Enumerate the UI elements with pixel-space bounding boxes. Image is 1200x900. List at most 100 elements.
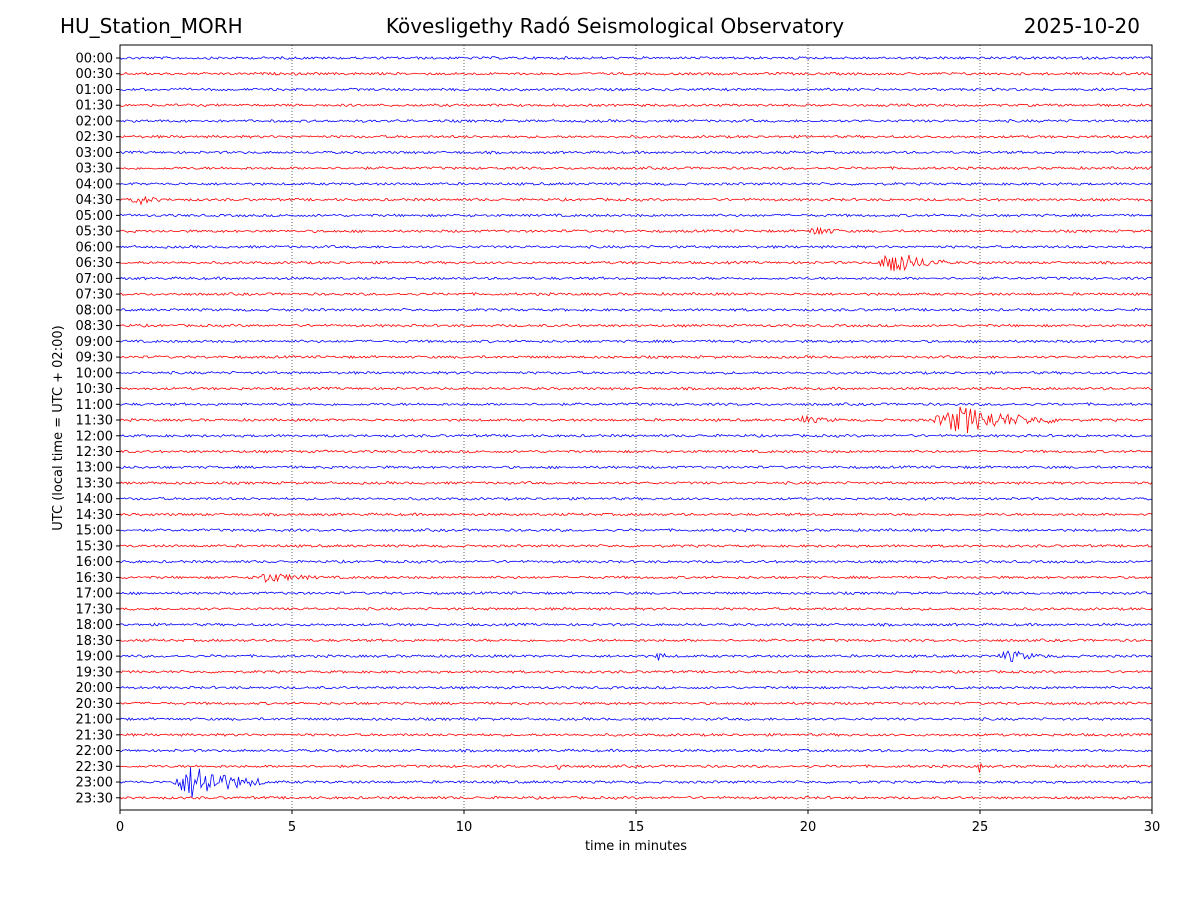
trace-line-1000	[119, 370, 1153, 375]
y-tick-label: 07:00	[76, 272, 113, 287]
trace-line-1130	[119, 406, 1153, 434]
y-tick-label: 16:30	[76, 571, 113, 586]
grid-lines	[291, 45, 981, 810]
trace-line-2130	[119, 732, 1153, 737]
trace-line-0700	[119, 276, 1153, 281]
y-tick-label: 13:30	[76, 476, 113, 491]
y-tick-label: 02:30	[76, 130, 113, 145]
y-tick-label: 18:00	[76, 618, 113, 633]
y-tick-label: 12:30	[76, 445, 113, 460]
trace-line-0530	[119, 226, 1153, 235]
x-axis-label: time in minutes	[585, 839, 687, 854]
y-axis-label: UTC (local time = UTC + 02:00)	[51, 325, 66, 530]
y-tick-label: 08:00	[76, 303, 113, 318]
y-tick-label: 10:00	[76, 366, 113, 381]
y-tick-label: 11:30	[76, 414, 113, 429]
y-tick-label: 09:30	[76, 351, 113, 366]
x-ticks: 0 5 10 15 20 25 30	[116, 810, 1160, 835]
y-tick-label: 04:00	[76, 177, 113, 192]
x-tick-label: 30	[1144, 820, 1161, 835]
trace-line-1030	[119, 386, 1152, 391]
trace-line-0100	[119, 87, 1153, 92]
y-tick-label: 15:00	[76, 524, 113, 539]
trace-line-0030	[119, 71, 1153, 76]
y-tick-label: 20:00	[76, 681, 113, 696]
trace-line-0130	[119, 103, 1153, 108]
trace-line-1600	[119, 559, 1153, 564]
y-tick-label: 14:30	[76, 508, 113, 523]
trace-line-0230	[119, 134, 1153, 139]
y-tick-label: 22:00	[76, 744, 113, 759]
y-tick-label: 20:30	[76, 697, 113, 712]
y-tick-label: 19:00	[76, 650, 113, 665]
x-tick-label: 15	[628, 820, 645, 835]
y-tick-label: 18:30	[76, 634, 113, 649]
trace-line-0600	[119, 244, 1153, 249]
trace-line-1400	[119, 496, 1153, 501]
station-label: HU_Station_MORH	[60, 14, 243, 38]
y-tick-label: 04:30	[76, 193, 113, 208]
y-ticks: 00:0000:3001:0001:3002:0002:3003:0003:30…	[76, 52, 120, 806]
trace-line-2100	[119, 717, 1153, 722]
y-tick-label: 21:30	[76, 728, 113, 743]
trace-line-1730	[119, 606, 1153, 611]
trace-line-0330	[119, 166, 1153, 171]
y-tick-label: 19:30	[76, 665, 113, 680]
trace-line-0300	[119, 150, 1153, 155]
x-tick-label: 5	[288, 820, 296, 835]
trace-line-1500	[119, 528, 1153, 533]
trace-line-1230	[119, 449, 1153, 454]
x-tick-label: 20	[800, 820, 817, 835]
y-tick-label: 06:30	[76, 256, 113, 271]
trace-line-1630	[119, 573, 1153, 583]
trace-line-0900	[119, 339, 1153, 344]
trace-line-2000	[119, 685, 1153, 690]
date-label: 2025-10-20	[1023, 14, 1140, 38]
y-tick-label: 14:00	[76, 492, 113, 507]
trace-line-1830	[119, 638, 1153, 643]
trace-line-1200	[119, 433, 1153, 438]
y-tick-label: 03:30	[76, 162, 113, 177]
trace-line-2300	[119, 767, 1153, 798]
y-tick-label: 01:00	[76, 83, 113, 98]
trace-line-1900	[119, 650, 1153, 663]
y-tick-label: 05:00	[76, 209, 113, 224]
y-tick-label: 08:30	[76, 319, 113, 334]
x-tick-label: 25	[972, 820, 989, 835]
trace-line-0630	[119, 254, 1153, 272]
trace-line-2030	[119, 701, 1153, 706]
trace-line-0400	[119, 181, 1153, 186]
chart-title: Kövesligethy Radó Seismological Observat…	[385, 14, 845, 38]
trace-line-1530	[119, 543, 1153, 548]
trace-line-1430	[119, 512, 1153, 517]
trace-line-2200	[119, 748, 1153, 753]
y-tick-label: 00:30	[76, 67, 113, 82]
y-tick-label: 17:30	[76, 602, 113, 617]
trace-line-1330	[119, 480, 1153, 486]
trace-line-0800	[119, 307, 1153, 312]
y-tick-label: 03:00	[76, 146, 113, 161]
trace-line-0500	[119, 213, 1153, 218]
trace-line-0730	[119, 291, 1153, 297]
y-tick-label: 12:00	[76, 429, 113, 444]
traces	[119, 55, 1153, 800]
y-tick-label: 10:30	[76, 382, 113, 397]
y-tick-label: 21:00	[76, 713, 113, 728]
trace-line-0200	[119, 118, 1153, 123]
trace-line-1800	[119, 622, 1153, 627]
trace-line-2230	[119, 762, 1153, 773]
y-tick-label: 06:00	[76, 240, 113, 255]
y-tick-label: 02:00	[76, 114, 113, 129]
trace-line-1930	[119, 669, 1153, 674]
x-tick-label: 10	[456, 820, 473, 835]
trace-line-1100	[119, 402, 1153, 407]
y-tick-label: 00:00	[76, 52, 113, 67]
y-tick-label: 23:00	[76, 776, 113, 791]
y-tick-label: 22:30	[76, 760, 113, 775]
y-tick-label: 07:30	[76, 288, 113, 303]
trace-line-1300	[119, 465, 1153, 470]
trace-line-0430	[119, 195, 1153, 206]
y-tick-label: 11:00	[76, 398, 113, 413]
